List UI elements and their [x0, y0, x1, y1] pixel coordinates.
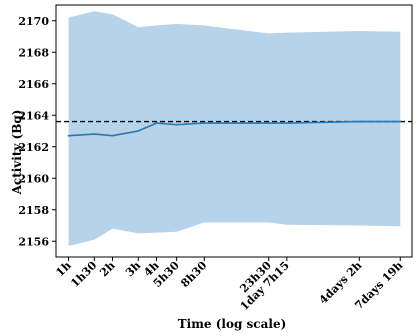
y-tick-label: 2160 [18, 172, 49, 185]
activity-point [111, 134, 114, 137]
activity-point [203, 122, 206, 125]
x-tick-label: 1h [53, 259, 73, 279]
x-tick-label: 2h [97, 259, 117, 279]
activity-point [67, 134, 70, 137]
x-tick-label: 8h30 [178, 259, 209, 290]
confidence-band [68, 11, 401, 246]
y-tick-label: 2158 [18, 204, 49, 217]
activity-point [358, 120, 361, 123]
y-tick-label: 2170 [18, 15, 49, 28]
x-axis-label: Time (log scale) [178, 317, 287, 331]
y-tick-label: 2168 [18, 46, 49, 59]
activity-point [155, 122, 158, 125]
activity-point [93, 133, 96, 136]
x-tick-label: 1h30 [68, 259, 99, 290]
plot-area [56, 11, 412, 246]
activity-point [137, 130, 140, 132]
activity-point [175, 123, 178, 126]
plot-frame [55, 4, 413, 258]
activity-point [399, 120, 402, 123]
activity-point [267, 122, 270, 125]
activity-point [285, 122, 288, 125]
y-tick-label: 2156 [18, 235, 49, 248]
y-tick-label: 2166 [18, 78, 49, 91]
y-tick-label: 2164 [18, 109, 49, 122]
y-axis-label: Activity (Bq) [10, 110, 24, 196]
y-tick-label: 2162 [18, 141, 49, 154]
x-tick-label: 3h [123, 259, 143, 279]
